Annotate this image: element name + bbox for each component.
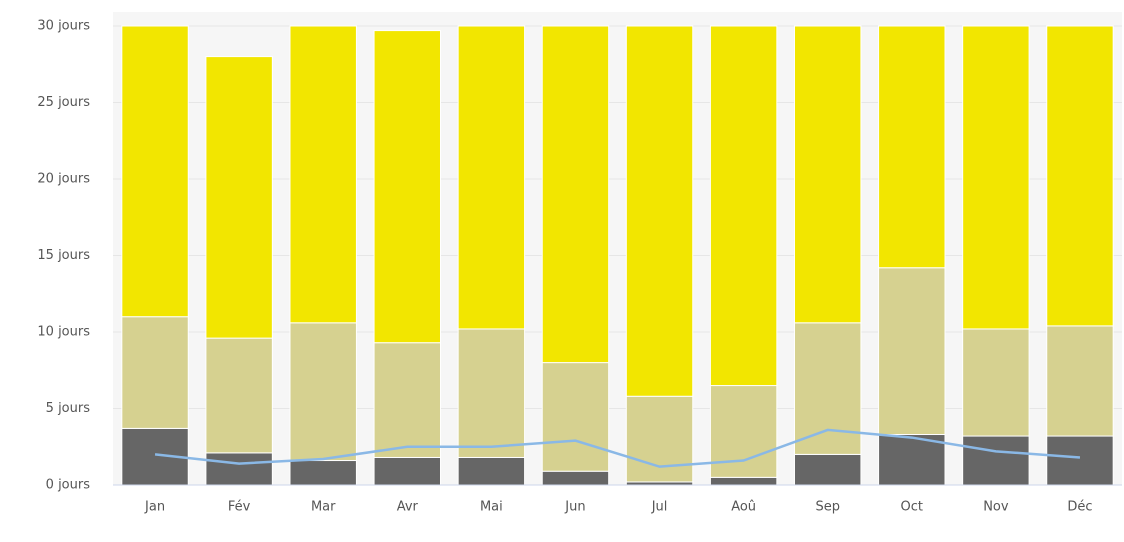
x-tick-label: Mar	[311, 500, 336, 515]
bar-segment	[121, 316, 189, 429]
x-tick-label: Avr	[397, 500, 419, 515]
bar-segment	[373, 30, 442, 344]
bar-segment	[1046, 435, 1114, 486]
bar-segment	[625, 25, 694, 397]
x-tick-label: Déc	[1067, 500, 1092, 515]
bar-segment	[373, 342, 442, 458]
x-tick-label: Jan	[144, 500, 165, 515]
x-tick-label: Oct	[901, 500, 923, 515]
bar-segment	[962, 328, 1030, 437]
x-tick-label: Fév	[228, 500, 251, 515]
bar-segment	[541, 25, 610, 364]
bar-segment	[793, 25, 862, 324]
bar-segment	[121, 25, 189, 318]
bar-segment	[457, 25, 526, 330]
y-tick-label: 15 jours	[37, 248, 90, 263]
bar-segment	[205, 452, 273, 486]
bar-segment	[457, 456, 526, 486]
bar-segment	[457, 328, 526, 458]
bar-segment	[373, 456, 442, 486]
y-tick-label: 10 jours	[37, 325, 90, 340]
bar-segment	[289, 25, 357, 324]
y-tick-label: 25 jours	[37, 95, 90, 110]
bar-segment	[541, 362, 610, 472]
bar-segment	[289, 460, 357, 486]
bar-segment	[709, 385, 778, 478]
x-tick-label: Jun	[564, 500, 585, 515]
bar-segment	[878, 267, 946, 436]
bar-segment	[709, 476, 778, 486]
bar-segment	[962, 435, 1030, 486]
x-tick-label: Nov	[983, 500, 1009, 515]
y-tick-label: 20 jours	[37, 172, 90, 187]
x-tick-label: Jul	[651, 500, 668, 515]
bar-segment	[289, 322, 357, 462]
x-tick-label: Aoû	[731, 500, 756, 515]
bar-segment	[625, 395, 694, 483]
bar-segment	[541, 470, 610, 486]
bar-segment	[709, 25, 778, 387]
x-tick-label: Sep	[815, 500, 840, 515]
bar-segment	[878, 25, 946, 269]
x-tick-label: Mai	[480, 500, 503, 515]
line-series	[154, 428, 1081, 468]
bar-segment	[793, 322, 862, 455]
plot-background	[113, 12, 1122, 485]
bar-segment	[205, 56, 273, 339]
bar-segment	[1046, 325, 1114, 437]
bar-segment	[793, 453, 862, 486]
y-tick-label: 5 jours	[46, 401, 91, 416]
bar-segment	[205, 337, 273, 454]
bar-segment	[962, 25, 1030, 330]
y-tick-label: 0 jours	[46, 478, 91, 493]
bar-segment	[1046, 25, 1114, 327]
y-tick-label: 30 jours	[37, 19, 90, 34]
